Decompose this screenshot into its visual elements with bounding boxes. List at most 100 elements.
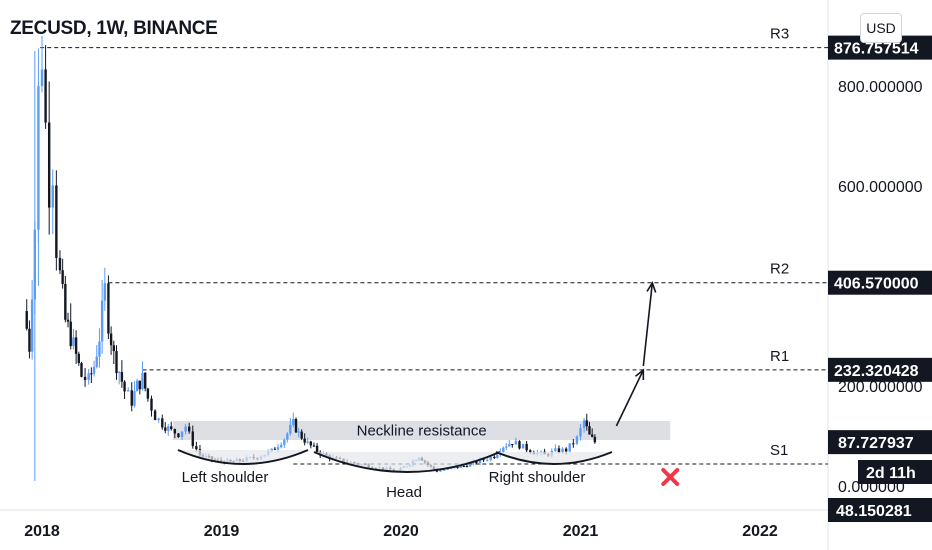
- candle-body: [107, 283, 110, 334]
- currency-button[interactable]: USD: [860, 13, 902, 43]
- candle-body: [195, 446, 198, 450]
- head-curve-arc: [313, 451, 501, 473]
- candle-body: [456, 467, 459, 469]
- x-tick-label: 2022: [742, 523, 778, 540]
- candle-body: [502, 447, 505, 453]
- price-tag-label-r1: 232.320428: [834, 363, 919, 380]
- candle-body: [511, 444, 514, 446]
- candle-body: [180, 431, 184, 438]
- candle-body: [126, 390, 130, 392]
- candle-series: [25, 35, 597, 481]
- price-tag-label-r2: 406.570000: [834, 276, 919, 293]
- candle-body: [572, 443, 575, 445]
- current-price-label: 87.727937: [838, 435, 914, 452]
- candle-body: [146, 388, 150, 399]
- candle-body: [28, 328, 31, 352]
- candle-body: [482, 459, 485, 461]
- candle-body: [525, 443, 528, 451]
- candle-body: [100, 300, 104, 342]
- x-tick-label: 2021: [563, 523, 599, 540]
- invalidation-x-icon: [661, 468, 680, 486]
- candle-body: [170, 426, 173, 430]
- candle-body: [157, 418, 160, 421]
- current-price-tag: [828, 430, 932, 455]
- candle-body: [475, 461, 478, 464]
- candle-body: [55, 185, 58, 258]
- candle-body: [518, 441, 521, 449]
- candle-body: [439, 470, 442, 472]
- candle-body: [579, 427, 582, 437]
- candle-body: [557, 448, 561, 453]
- candle-body: [95, 356, 98, 367]
- right-shoulder-label: Right shoulder: [489, 469, 586, 486]
- candle-body: [177, 433, 180, 438]
- candle-body: [83, 376, 87, 381]
- candle-body: [309, 441, 313, 446]
- candle-body: [485, 459, 489, 461]
- candle-body: [315, 445, 319, 452]
- candle-body: [496, 454, 499, 458]
- candle-body: [150, 398, 153, 411]
- level-lines: R3 R2 R1 S1: [40, 26, 828, 465]
- candle-body: [312, 445, 316, 447]
- left-shoulder-curve-arc: [177, 449, 309, 465]
- candle-body: [40, 69, 44, 87]
- x-tick-label: 2019: [204, 523, 240, 540]
- candle-body: [191, 431, 194, 447]
- candle-body: [575, 436, 579, 444]
- candle-body: [294, 419, 298, 433]
- candle-body: [77, 353, 80, 364]
- price-tag-label-r3: 876.757514: [834, 41, 919, 58]
- candle-body: [561, 448, 564, 453]
- level-name-r3: R3: [770, 26, 789, 43]
- candle-body: [442, 469, 446, 471]
- candle-body: [590, 434, 594, 437]
- candle-body: [173, 429, 177, 434]
- candle-body: [564, 448, 568, 452]
- candle-body: [292, 419, 295, 425]
- candle-body: [135, 380, 139, 392]
- candle-body: [112, 345, 115, 352]
- candle-body: [489, 456, 492, 460]
- candle-body: [588, 426, 591, 435]
- candle-body: [505, 446, 508, 448]
- candle-body: [133, 391, 136, 406]
- candle-body: [289, 424, 292, 434]
- candle-body: [74, 337, 78, 354]
- candle-body: [300, 431, 303, 439]
- candle-body: [92, 366, 96, 374]
- candle-body: [468, 463, 472, 467]
- projection-arrow-2-head: [646, 281, 657, 293]
- candle-body: [465, 466, 469, 468]
- left-shoulder-label: Left shoulder: [182, 469, 269, 486]
- candle-body: [80, 363, 83, 377]
- candle-body: [69, 321, 72, 347]
- candle-body: [90, 373, 93, 375]
- y-axis[interactable]: 876.757514 406.570000 232.320428 800.000000…: [828, 35, 932, 522]
- candle-body: [164, 427, 167, 431]
- price-tag-r1: [828, 357, 932, 382]
- candle-body: [276, 447, 280, 450]
- x-tick-label: 2018: [24, 523, 60, 540]
- projection-arrow-2: [642, 282, 654, 367]
- candle-body: [493, 456, 496, 458]
- candle-body: [462, 465, 466, 467]
- candle-body: [103, 283, 107, 301]
- candle-body: [144, 372, 147, 389]
- candle-body: [585, 420, 588, 427]
- candle-body: [184, 426, 187, 432]
- candle-body: [514, 441, 518, 445]
- bottom-price-tag: [828, 498, 932, 522]
- candle-body: [286, 433, 289, 440]
- level-name-r2: R2: [770, 261, 789, 278]
- neckline-zone: Neckline resistance: [173, 421, 671, 440]
- candle-body: [120, 372, 124, 382]
- candle-body: [51, 185, 54, 208]
- y-tick-label: 200.000000: [838, 379, 923, 396]
- candle-body: [66, 319, 70, 322]
- candle-body: [273, 448, 277, 450]
- candle-body: [44, 69, 47, 123]
- candle-body: [138, 380, 142, 390]
- x-axis[interactable]: 2018 2019 2020 2021 2022: [24, 523, 778, 540]
